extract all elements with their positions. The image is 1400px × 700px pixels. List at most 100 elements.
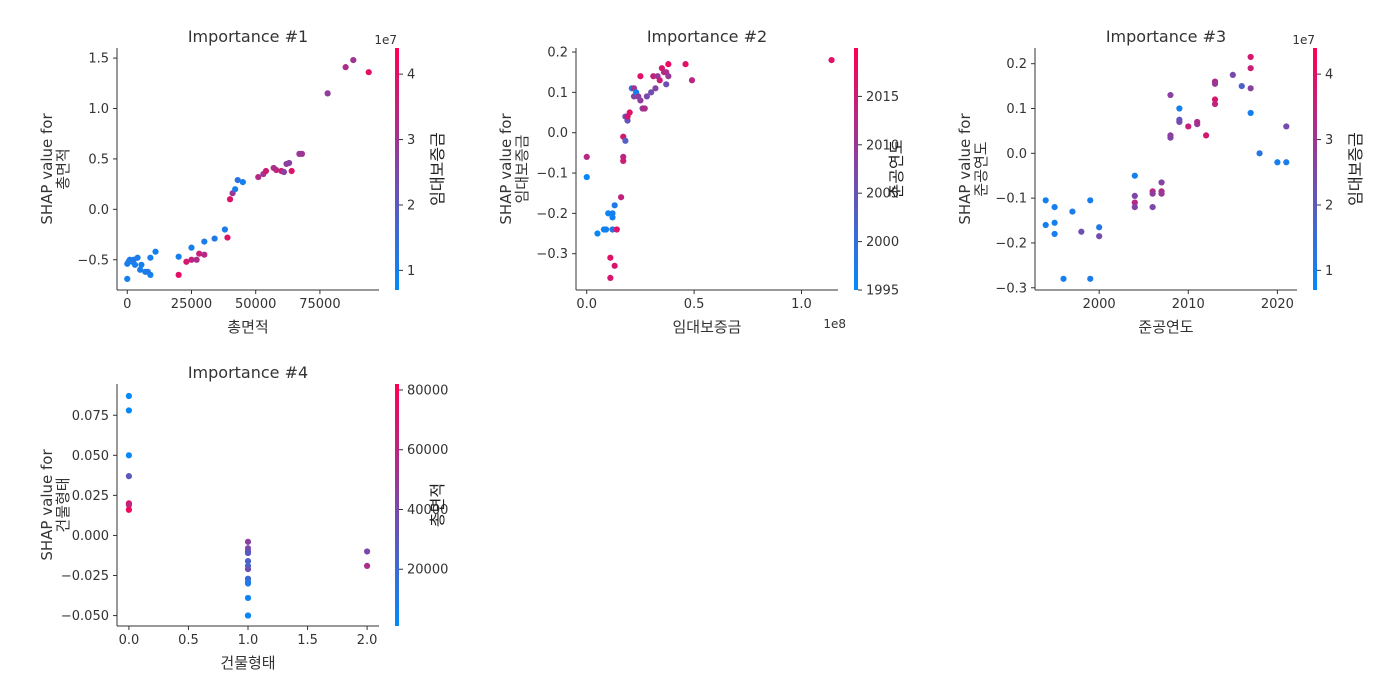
data-point bbox=[1096, 224, 1103, 231]
colorbar-tick-label: 4 bbox=[1325, 68, 1333, 83]
y-tick-label: 1.0 bbox=[88, 102, 109, 117]
data-point bbox=[1131, 192, 1138, 199]
data-point bbox=[134, 254, 141, 261]
y-axis-label: SHAP value for bbox=[497, 113, 515, 225]
data-points bbox=[1042, 53, 1290, 282]
x-tick-label: 50000 bbox=[235, 297, 276, 312]
y-tick-label: −0.2 bbox=[995, 236, 1027, 251]
colorbar-tick-label: 2 bbox=[1325, 198, 1333, 213]
data-point bbox=[125, 407, 133, 414]
colorbar-tick-label: 3 bbox=[1325, 133, 1333, 148]
x-tick-label: 2.0 bbox=[357, 633, 378, 648]
colorbar-offset: 1e7 bbox=[1292, 33, 1315, 47]
y-tick-label: 0.050 bbox=[72, 449, 109, 464]
data-point bbox=[1176, 118, 1183, 126]
x-tick-label: 1.0 bbox=[238, 633, 259, 648]
data-point bbox=[1194, 118, 1201, 126]
data-point bbox=[1042, 197, 1049, 204]
data-point bbox=[637, 97, 644, 104]
data-point bbox=[622, 137, 629, 144]
data-points bbox=[124, 57, 372, 283]
colorbar-tick-label: 4 bbox=[407, 68, 415, 83]
data-point bbox=[1167, 132, 1174, 139]
colorbar bbox=[395, 48, 399, 290]
data-point bbox=[1051, 230, 1058, 238]
colorbar-tick-label: 2015 bbox=[866, 90, 899, 105]
colorbar-tick-label: 40000 bbox=[407, 503, 448, 518]
data-point bbox=[298, 150, 306, 157]
y-axis-label: SHAP value for bbox=[956, 113, 974, 225]
data-point bbox=[609, 226, 616, 233]
data-point bbox=[201, 251, 208, 258]
data-point bbox=[648, 89, 655, 96]
y-tick-label: 0.0 bbox=[547, 126, 568, 141]
data-point bbox=[665, 73, 672, 80]
data-point bbox=[626, 109, 633, 116]
data-point bbox=[125, 506, 133, 513]
data-point bbox=[131, 261, 139, 268]
data-point bbox=[211, 235, 218, 242]
data-point bbox=[583, 153, 590, 160]
data-point bbox=[682, 61, 689, 68]
data-point bbox=[643, 93, 650, 100]
x-tick-label: 2020 bbox=[1261, 297, 1294, 312]
colorbar bbox=[854, 48, 858, 290]
data-point bbox=[1051, 203, 1058, 211]
data-point bbox=[244, 580, 252, 587]
x-axis-label: 총면적 bbox=[227, 318, 268, 336]
y-tick-label: 0.1 bbox=[547, 86, 568, 101]
data-point bbox=[607, 274, 614, 281]
data-point bbox=[1211, 80, 1219, 87]
data-point bbox=[175, 253, 182, 260]
data-point bbox=[1283, 123, 1290, 130]
data-point bbox=[124, 275, 131, 283]
colorbar bbox=[1313, 48, 1317, 290]
colorbar-offset: 1e7 bbox=[374, 33, 397, 47]
data-point bbox=[602, 226, 610, 233]
x-tick-label: 0.5 bbox=[684, 297, 705, 312]
data-point bbox=[244, 549, 252, 557]
data-point bbox=[1096, 233, 1103, 240]
data-point bbox=[244, 538, 252, 545]
colorbar bbox=[395, 384, 399, 626]
data-point bbox=[280, 168, 288, 176]
data-point bbox=[607, 254, 614, 261]
data-point bbox=[665, 61, 672, 68]
chart-panel-4: Importance #4 0.0 0.5 1.0 1.5 2.0 −0.050 −0.025… bbox=[38, 363, 448, 672]
data-point bbox=[1185, 123, 1192, 130]
x-tick-label: 1.5 bbox=[297, 633, 318, 648]
data-point bbox=[363, 548, 371, 555]
colorbar-tick-label: 3 bbox=[407, 133, 415, 148]
x-tick-label: 1.0 bbox=[791, 297, 812, 312]
data-point bbox=[244, 566, 252, 573]
data-point bbox=[663, 81, 670, 88]
y-axis-label-feature: 건물형태 bbox=[54, 477, 72, 532]
x-tick-label: 0.5 bbox=[178, 633, 199, 648]
data-point bbox=[1238, 82, 1245, 90]
data-point bbox=[1158, 190, 1165, 197]
data-point bbox=[244, 594, 252, 602]
data-point bbox=[1274, 159, 1281, 166]
data-point bbox=[656, 77, 663, 84]
x-tick-label: 0.0 bbox=[576, 297, 597, 312]
x-axis-label: 건물형태 bbox=[220, 654, 275, 672]
x-tick-label: 0 bbox=[123, 297, 131, 312]
data-point bbox=[201, 238, 208, 245]
colorbar-tick-label: 2 bbox=[407, 198, 415, 213]
x-tick-label: 75000 bbox=[299, 297, 340, 312]
data-point bbox=[363, 562, 371, 570]
data-point bbox=[226, 196, 234, 203]
data-point bbox=[1087, 275, 1094, 282]
y-tick-label: 0.075 bbox=[72, 409, 109, 424]
data-point bbox=[324, 90, 331, 97]
colorbar-tick-label: 60000 bbox=[407, 443, 448, 458]
data-point bbox=[125, 452, 133, 459]
y-tick-label: −0.3 bbox=[995, 281, 1027, 296]
data-point bbox=[1060, 275, 1067, 282]
data-point bbox=[175, 271, 182, 278]
data-point bbox=[1211, 96, 1219, 103]
x-axis-offset: 1e8 bbox=[823, 317, 846, 331]
data-point bbox=[1176, 105, 1183, 112]
y-tick-label: 0.0 bbox=[1006, 147, 1027, 162]
